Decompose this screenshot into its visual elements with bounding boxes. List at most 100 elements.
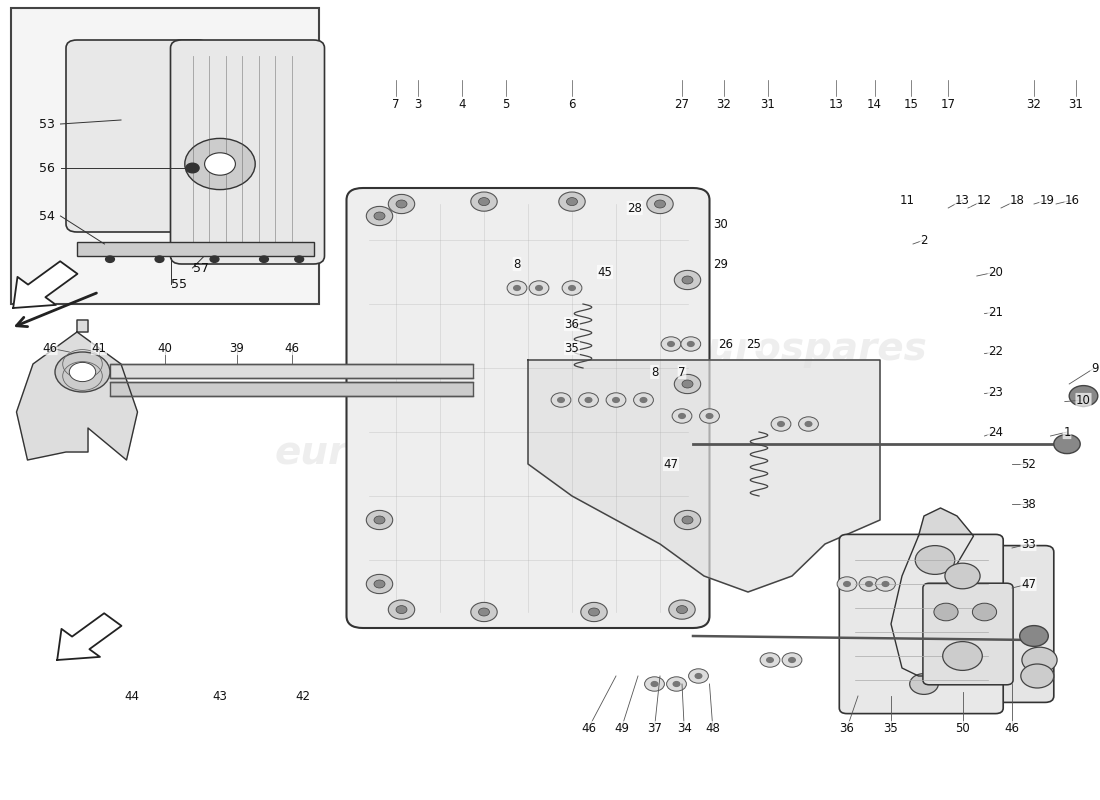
Bar [110,364,473,378]
Circle shape [471,602,497,622]
Circle shape [1069,386,1098,406]
Text: 18: 18 [1010,194,1025,206]
Circle shape [106,256,114,262]
Circle shape [585,398,592,402]
Polygon shape [57,614,121,660]
Circle shape [186,163,199,173]
Text: 41: 41 [91,342,107,354]
Circle shape [559,192,585,211]
Circle shape [844,582,850,586]
Circle shape [674,510,701,530]
Circle shape [943,642,982,670]
Circle shape [640,398,647,402]
Text: 49: 49 [614,722,629,734]
Circle shape [667,677,686,691]
Circle shape [647,194,673,214]
Bar [11,8,319,304]
Bar [77,242,314,256]
Text: 7: 7 [679,366,685,378]
Circle shape [866,582,872,586]
Text: 42: 42 [295,690,310,702]
Circle shape [366,510,393,530]
Text: 1: 1 [1064,426,1070,438]
Text: 44: 44 [124,690,140,702]
Circle shape [471,192,497,211]
Text: 16: 16 [1065,194,1080,206]
Circle shape [876,577,895,591]
Polygon shape [16,320,138,460]
Text: 46: 46 [1004,722,1020,734]
Circle shape [374,516,385,524]
Circle shape [1054,434,1080,454]
Text: 15: 15 [903,98,918,110]
Text: 52: 52 [1021,458,1036,470]
Text: 26: 26 [718,338,734,350]
Text: 4: 4 [459,98,465,110]
Text: 10: 10 [1076,394,1091,406]
Text: 21: 21 [988,306,1003,318]
Text: 32: 32 [1026,98,1042,110]
Circle shape [882,582,889,586]
Circle shape [210,256,219,262]
Circle shape [536,286,542,290]
Text: eurospares: eurospares [275,434,520,472]
Circle shape [799,417,818,431]
Circle shape [55,352,110,392]
Circle shape [651,682,658,686]
Text: 53: 53 [39,118,54,130]
Circle shape [771,417,791,431]
Circle shape [562,281,582,295]
Circle shape [672,409,692,423]
Text: 6: 6 [569,98,575,110]
Circle shape [673,682,680,686]
FancyBboxPatch shape [346,188,710,628]
Circle shape [205,153,235,175]
Text: 55: 55 [170,278,187,290]
Circle shape [388,194,415,214]
Text: eurospares: eurospares [682,330,927,368]
Circle shape [805,422,812,426]
Text: 33: 33 [1021,538,1036,550]
Circle shape [569,286,575,290]
Circle shape [915,546,955,574]
Circle shape [706,414,713,418]
Circle shape [910,674,938,694]
Text: 20: 20 [988,266,1003,278]
Text: 25: 25 [746,338,761,350]
Circle shape [507,281,527,295]
Circle shape [682,380,693,388]
Circle shape [1021,664,1054,688]
Circle shape [155,256,164,262]
Circle shape [682,276,693,284]
Text: 32: 32 [716,98,732,110]
Polygon shape [891,508,974,676]
Bar [110,382,473,396]
Circle shape [767,658,773,662]
Circle shape [682,516,693,524]
Circle shape [1020,626,1048,646]
Text: 3: 3 [415,98,421,110]
Text: 30: 30 [713,218,728,230]
FancyBboxPatch shape [923,583,1013,685]
Circle shape [676,606,688,614]
Circle shape [669,600,695,619]
Text: 54: 54 [39,210,54,222]
Circle shape [760,653,780,667]
Circle shape [1022,647,1057,673]
Circle shape [529,281,549,295]
Text: 35: 35 [564,342,580,354]
Text: 34: 34 [676,722,692,734]
Text: 27: 27 [674,98,690,110]
Circle shape [396,606,407,614]
Text: 46: 46 [581,722,596,734]
Circle shape [700,409,719,423]
Circle shape [185,138,255,190]
Circle shape [581,602,607,622]
Text: 13: 13 [828,98,844,110]
Text: 47: 47 [1021,578,1036,590]
Circle shape [613,398,619,402]
Text: 11: 11 [900,194,915,206]
Text: 36: 36 [839,722,855,734]
Circle shape [645,677,664,691]
FancyBboxPatch shape [839,534,1003,714]
